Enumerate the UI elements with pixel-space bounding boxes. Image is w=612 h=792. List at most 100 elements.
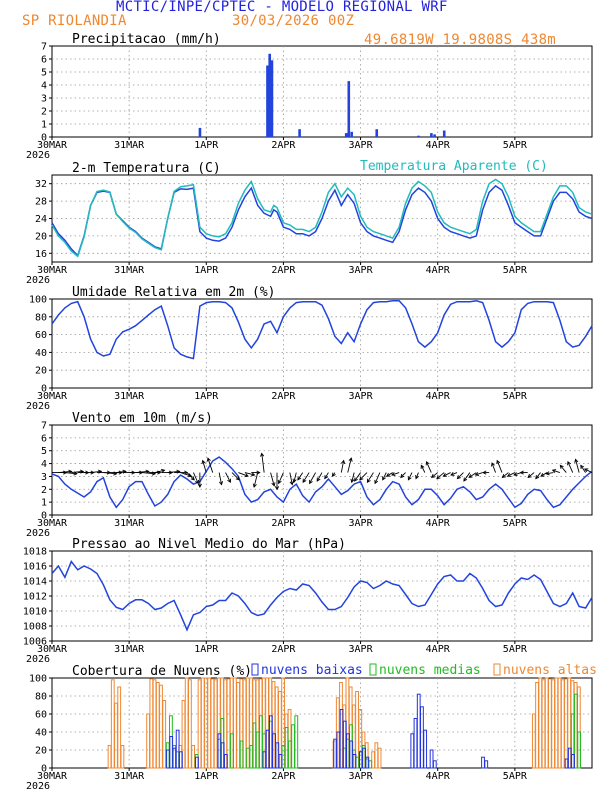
cloud-bar-nuvens-altas: [188, 679, 192, 769]
wind-arrow-head: [350, 478, 355, 484]
precip-xtick-label: 4APR: [426, 140, 451, 151]
legend-label-nuvens-baixas: nuvens baixas: [261, 663, 363, 678]
wind-arrow: [359, 472, 368, 481]
wind-arrow: [436, 472, 445, 479]
cloud-bar-nuvens-altas: [554, 677, 559, 769]
precip-bar: [350, 131, 353, 137]
rh-xtick-label: 1APR: [194, 391, 219, 402]
wind-arrow-head: [559, 464, 564, 469]
cloud-bar-nuvens-medias: [291, 724, 295, 769]
cloud-bar-nuvens-baixas: [564, 758, 569, 769]
precip-frame: [51, 45, 593, 138]
wind-arrow-head: [250, 472, 256, 477]
wind-series-velocidade-do-vento: [51, 456, 593, 509]
wind-arrow-head: [385, 472, 391, 477]
precip-xtick-label: 1APR: [194, 140, 219, 151]
wind-arrow-head: [218, 481, 224, 486]
wind-ytick-label: 3: [41, 472, 47, 483]
cloud-bar-nuvens-altas: [213, 679, 218, 769]
precip-bar: [375, 129, 379, 137]
cloud-bar-nuvens-altas: [191, 745, 196, 769]
cloud-bar-nuvens-altas: [374, 742, 379, 769]
wind-ytick-label: 6: [41, 433, 47, 444]
location-label: SP RIOLANDIA: [22, 13, 127, 29]
wind-arrow: [238, 472, 249, 477]
wind-arrow-head: [450, 472, 455, 476]
clouds-xtick-label: 5APR: [503, 771, 528, 782]
wind-arrow: [253, 472, 259, 488]
rh-xtick-label: 5APR: [503, 391, 528, 402]
pressure-series-pressao: [51, 560, 593, 632]
wind-arrow-head: [496, 459, 501, 465]
temp-xtick-label: 31MAR: [114, 265, 145, 276]
wind-arrow-head: [506, 473, 512, 477]
wind-arrow: [278, 472, 284, 484]
wind-arrow: [261, 453, 265, 473]
wind-arrow-head: [551, 469, 557, 474]
clouds-xtick-label: 2APR: [271, 771, 296, 782]
wind-arrow: [431, 472, 438, 478]
cloud-bar-nuvens-baixas: [365, 756, 370, 769]
cloud-bar-nuvens-baixas: [429, 749, 434, 769]
cloud-bar-nuvens-baixas: [339, 709, 344, 769]
wind-arrow-head: [366, 478, 371, 483]
pressure-xtick-label: 3APR: [349, 644, 374, 655]
temp-year-label: 2026: [26, 275, 50, 286]
precip-xtick-label: 31MAR: [114, 140, 145, 151]
wind-arrow-head: [227, 478, 231, 484]
rh-ytick-label: 80: [35, 312, 47, 323]
clouds-ytick-label: 20: [35, 746, 47, 757]
cloud-bar-nuvens-medias: [249, 745, 254, 769]
precip-bar: [270, 60, 274, 137]
wind-arrow-head: [331, 472, 336, 477]
cloud-bar-nuvens-altas: [207, 677, 212, 769]
cloud-bar-nuvens-baixas: [166, 749, 170, 769]
wind-arrow-head: [277, 479, 282, 485]
cloud-bar-nuvens-baixas: [571, 754, 575, 769]
wind-arrow-head: [168, 470, 174, 475]
cloud-bar-nuvens-altas: [117, 686, 122, 769]
wind-arrow-head: [260, 452, 265, 457]
rh-xtick-label: 4APR: [426, 391, 451, 402]
legend-swatch-nuvens-altas: [493, 663, 501, 676]
precip-xtick-label: 3APR: [349, 140, 374, 151]
wind-arrow-head: [354, 477, 358, 482]
temp-ytick-label: 32: [35, 179, 47, 190]
temp-title-right: Temperatura Aparente (C): [360, 159, 548, 174]
pressure-ytick-label: 1014: [23, 577, 47, 588]
rh-ytick-label: 100: [29, 295, 47, 306]
pressure-ytick-label: 1018: [23, 547, 47, 558]
wind-title: Vento em 10m (m/s): [72, 411, 213, 426]
rh-ytick-label: 0: [41, 384, 47, 395]
cloud-bar-nuvens-baixas: [262, 751, 267, 769]
rh-xtick-label: 31MAR: [114, 391, 145, 402]
temp-xtick-label: 1APR: [194, 265, 219, 276]
wind-arrow-head: [574, 458, 579, 463]
wind-arrow-head: [513, 472, 518, 477]
wind-xtick-label: 3APR: [349, 518, 374, 529]
precip-year-label: 2026: [26, 150, 50, 161]
wind-arrow: [496, 460, 503, 473]
wind-xtick-label: 4APR: [426, 518, 451, 529]
wind-arrow: [103, 472, 117, 475]
wind-arrow: [552, 469, 560, 473]
wind-arrow-head: [302, 478, 307, 483]
temp-series-temperatura-aparente: [51, 178, 593, 258]
cloud-bar-nuvens-baixas: [484, 760, 489, 769]
wind-arrow-head: [501, 473, 506, 478]
cloud-bar-nuvens-altas: [107, 745, 112, 769]
cloud-bar-nuvens-altas: [114, 702, 118, 769]
wind-arrow: [324, 472, 329, 479]
cloud-bar-nuvens-altas: [242, 679, 247, 769]
cloud-bar-nuvens-medias: [284, 727, 289, 769]
wind-arrow-head: [118, 470, 123, 475]
cloud-bar-nuvens-baixas: [272, 733, 276, 769]
cloud-bar-nuvens-medias: [287, 740, 292, 769]
pressure-ytick-label: 1008: [23, 622, 47, 633]
wind-arrow: [309, 472, 316, 484]
wind-arrow: [64, 472, 77, 475]
wind-arrow-head: [309, 479, 313, 485]
wind-arrow-head: [425, 460, 430, 466]
cloud-bar-nuvens-baixas: [362, 747, 366, 769]
precip-bar: [347, 81, 351, 137]
